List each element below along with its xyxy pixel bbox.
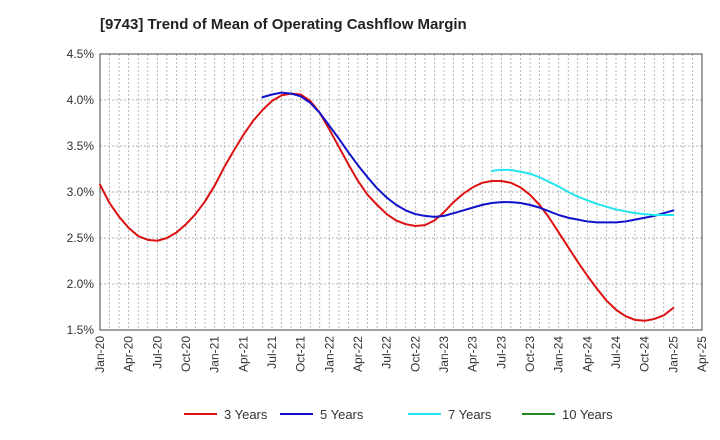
series-line-7-years (490, 168, 675, 216)
y-tick-label: 4.0% (67, 93, 95, 107)
series-line-5-years (261, 91, 675, 224)
x-tick-label: Jul-24 (609, 336, 623, 369)
x-tick-label: Apr-25 (695, 336, 709, 372)
y-tick-label: 1.5% (67, 323, 95, 337)
x-tick-label: Oct-22 (408, 336, 422, 372)
axis-ticks: 1.5% 2.0% 2.5% 3.0% 3.5% 4.0% 4.5% Jan-20 Apr-20… (67, 47, 709, 373)
x-tick-label: Jan-20 (93, 336, 107, 373)
x-tick-label: Oct-24 (638, 336, 652, 372)
x-tick-label: Jan-25 (666, 336, 680, 373)
legend: 3 Years 5 Years 7 Years 10 Years (184, 407, 613, 422)
x-tick-label: Jan-22 (322, 336, 336, 373)
y-tick-label: 3.0% (67, 185, 95, 199)
x-tick-label: Jul-22 (380, 336, 394, 369)
x-tick-label: Apr-23 (466, 336, 480, 372)
legend-label-3-years: 3 Years (224, 407, 268, 422)
chart-title: [9743] Trend of Mean of Operating Cashfl… (100, 16, 467, 33)
x-tick-label: Oct-20 (179, 336, 193, 372)
x-tick-label: Jan-23 (437, 336, 451, 373)
series-lines (99, 91, 675, 322)
grid-lines (100, 54, 702, 330)
y-tick-label: 2.5% (67, 231, 95, 245)
x-tick-label: Jul-21 (265, 336, 279, 369)
legend-label-10-years: 10 Years (562, 407, 613, 422)
x-tick-label: Apr-24 (580, 336, 594, 372)
y-tick-label: 3.5% (67, 139, 95, 153)
x-tick-label: Jan-21 (208, 336, 222, 373)
x-tick-label: Apr-21 (236, 336, 250, 372)
y-tick-label: 2.0% (67, 277, 95, 291)
x-tick-label: Oct-23 (523, 336, 537, 372)
x-tick-label: Jan-24 (552, 336, 566, 373)
legend-label-5-years: 5 Years (320, 407, 364, 422)
x-tick-label: Apr-22 (351, 336, 365, 372)
x-tick-label: Jul-23 (494, 336, 508, 369)
x-tick-label: Apr-20 (122, 336, 136, 372)
plot-border (99, 53, 703, 331)
y-tick-label: 4.5% (67, 47, 95, 61)
series-line-3-years (99, 92, 675, 322)
x-tick-label: Oct-21 (294, 336, 308, 372)
legend-label-7-years: 7 Years (448, 407, 492, 422)
x-tick-label: Jul-20 (150, 336, 164, 369)
